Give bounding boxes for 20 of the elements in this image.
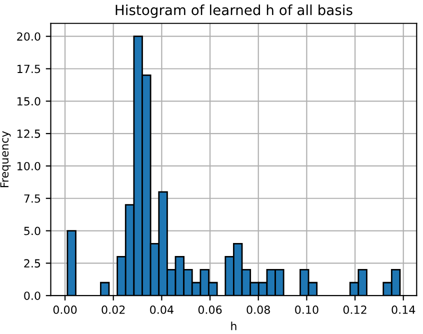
x-tick-label: 0.12 [343,306,366,314]
y-tick-label: 15.0 [18,97,40,106]
x-tick-label: 0.06 [198,306,222,314]
x-tick-label: 0.08 [246,306,270,314]
y-tick-label: 5.0 [24,226,40,236]
y-tick-label: 7.5 [24,194,40,203]
x-tick-label: 0.02 [102,306,125,314]
x-axis-title: h [231,322,236,330]
y-tick-label: 17.5 [18,64,40,74]
x-tick-label: 0.00 [53,306,77,314]
y-tick-label: 12.5 [18,130,40,138]
y-tick-label: 20.0 [17,32,40,41]
y-tick-label: 2.5 [24,259,40,268]
y-tick-label: 10.0 [18,162,40,170]
chart-title: Histogram of learned h of all basis [116,4,352,18]
x-tick-label: 0.10 [295,306,318,314]
y-axis-title: Frequency [0,131,11,188]
x-tick-label: 0.04 [150,306,174,314]
y-tick-label: 0.0 [24,292,40,300]
x-tick-label: 0.14 [392,306,416,314]
